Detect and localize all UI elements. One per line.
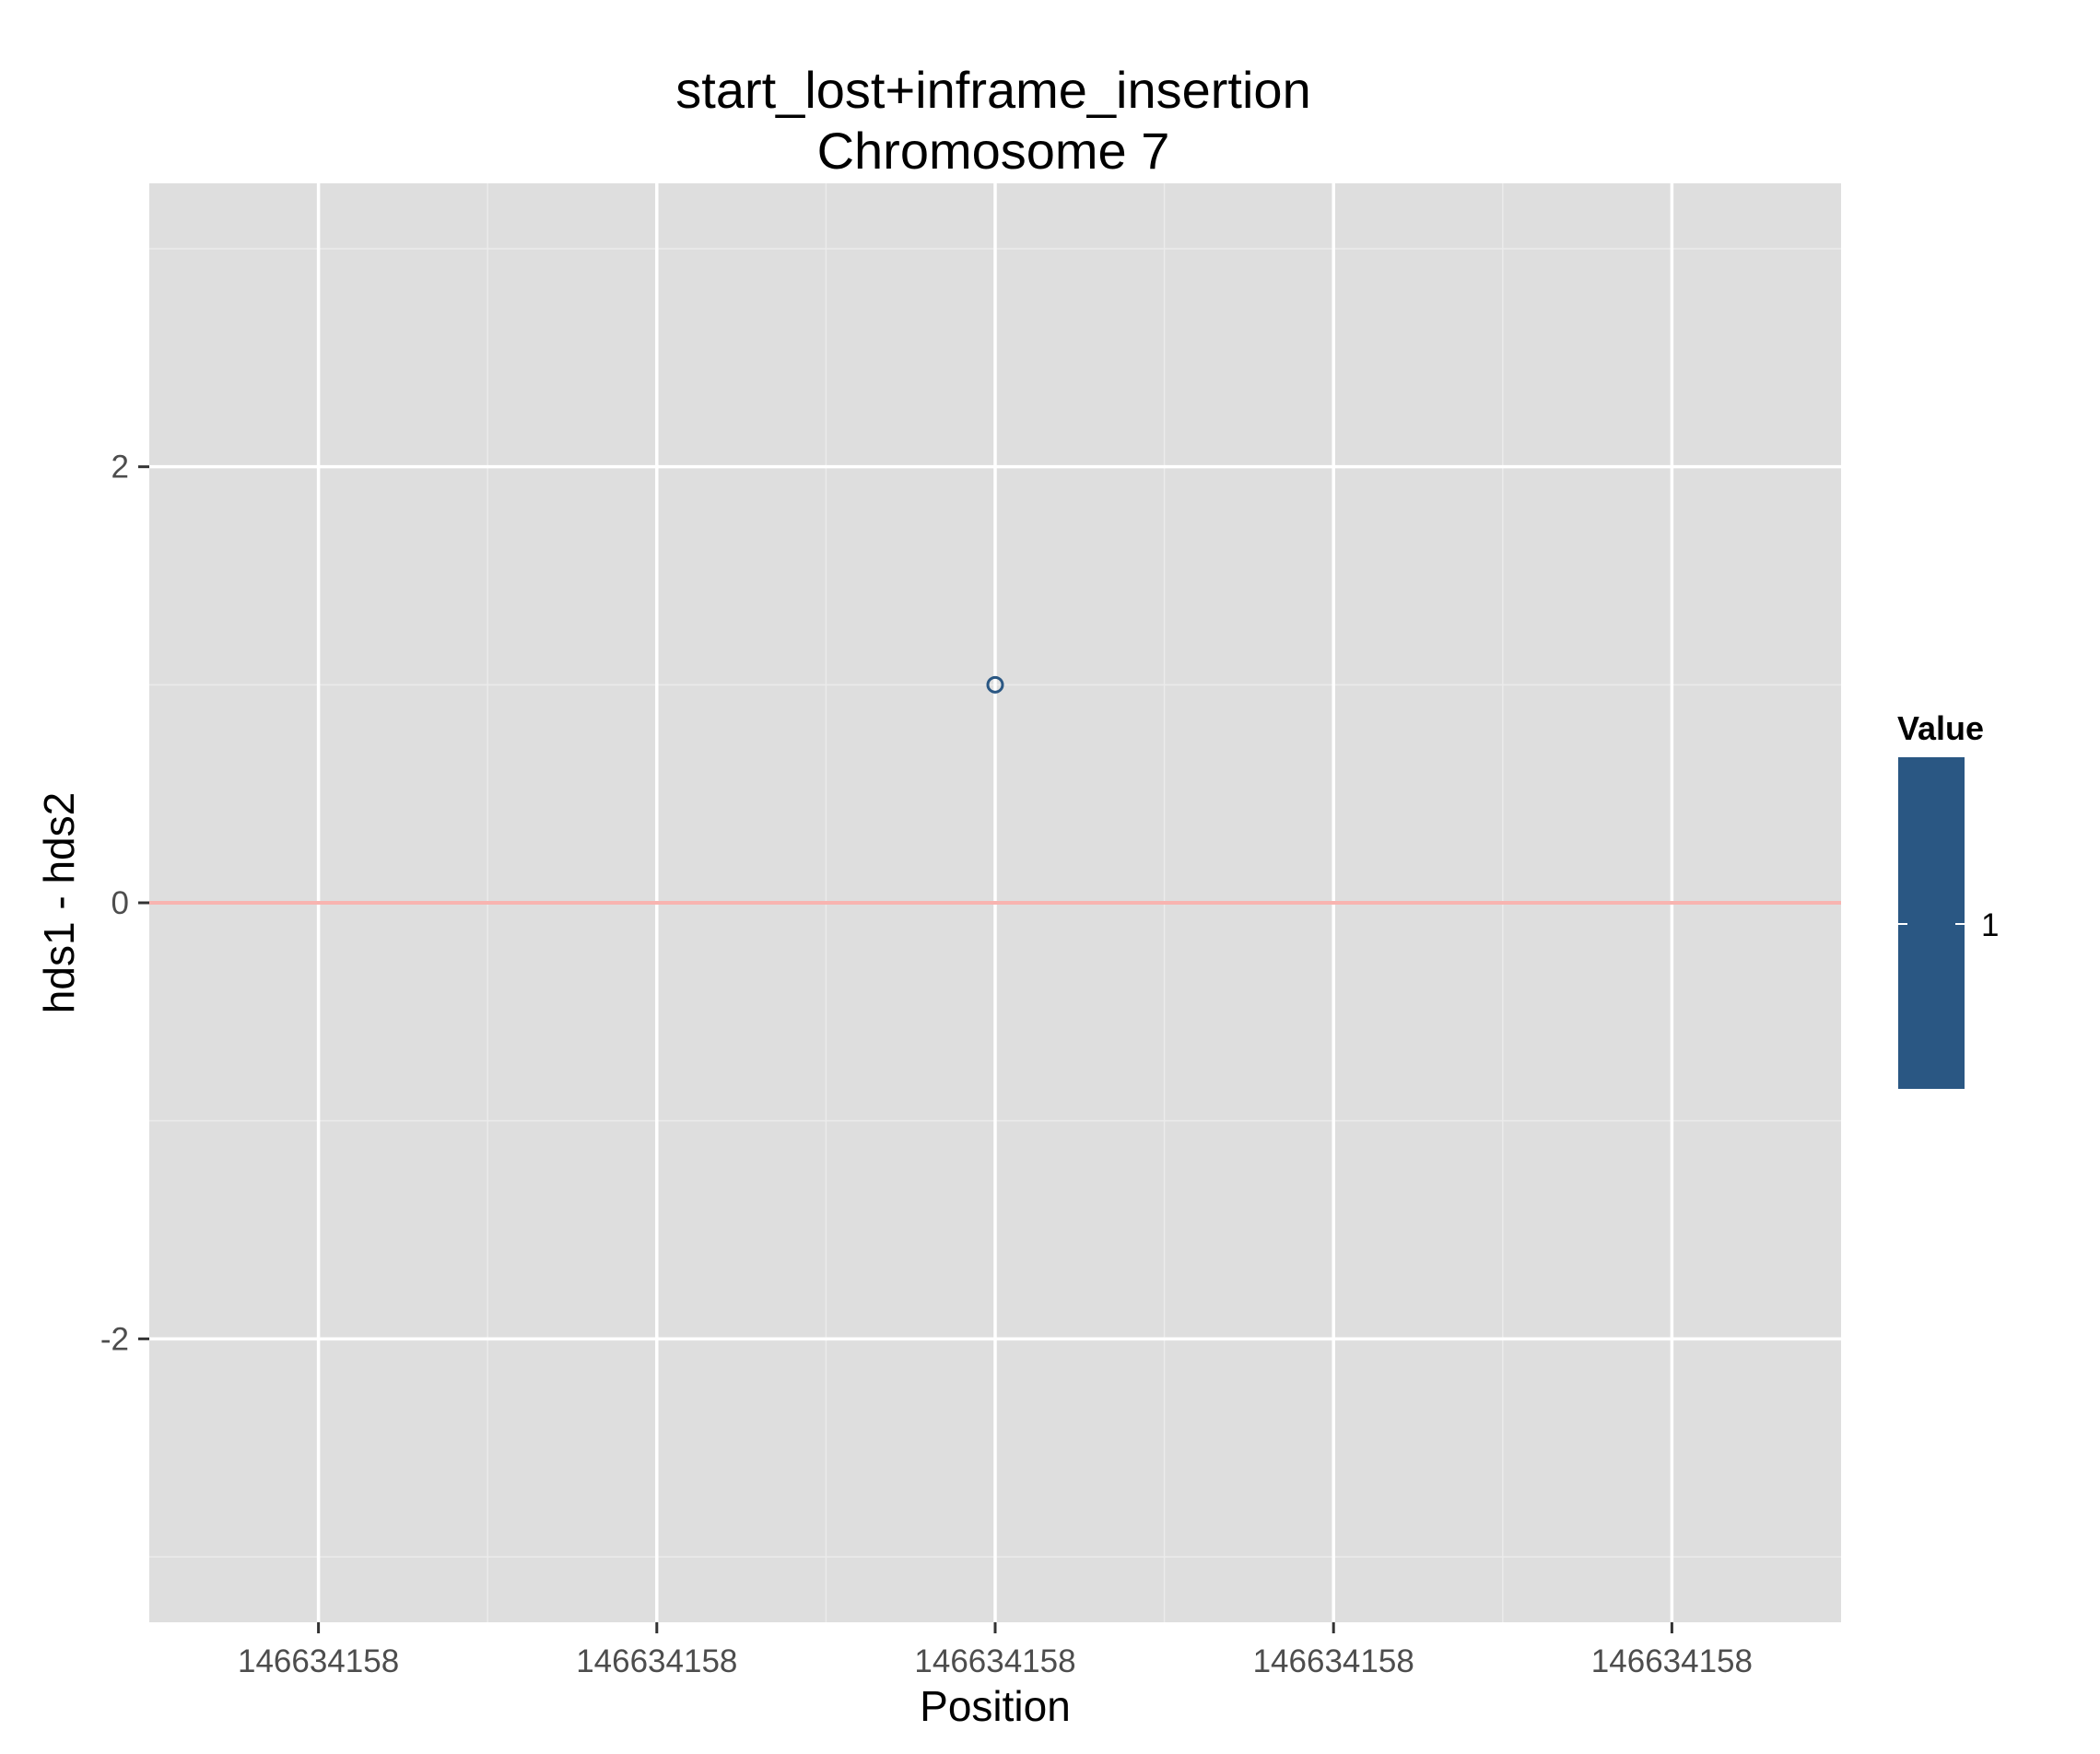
y-axis: -2 0 2 [100,450,149,1357]
y-tick-label: 2 [111,450,129,485]
y-axis-title: hds1 - hds2 [35,792,83,1013]
x-axis: 146634158 146634158 146634158 146634158 1466… [238,1622,1753,1679]
legend-title: Value [1897,709,1984,747]
legend-label: 1 [1981,907,1999,943]
x-tick-label: 146634158 [914,1643,1075,1679]
chart-title: start_lost+inframe_insertion [675,61,1310,119]
y-tick-label: 0 [111,885,129,921]
y-tick-label: -2 [100,1321,129,1357]
x-tick-label: 146634158 [238,1643,399,1679]
data-points [986,675,1004,694]
x-tick-label: 146634158 [1253,1643,1414,1679]
x-tick-label: 146634158 [576,1643,737,1679]
legend-colorbar [1898,757,1965,1089]
chart-subtitle: Chromosome 7 [817,122,1170,180]
x-tick-label: 146634158 [1591,1643,1753,1679]
data-point [986,675,1004,694]
x-axis-title: Position [920,1682,1071,1730]
legend: Value 1 [1897,709,1999,1089]
